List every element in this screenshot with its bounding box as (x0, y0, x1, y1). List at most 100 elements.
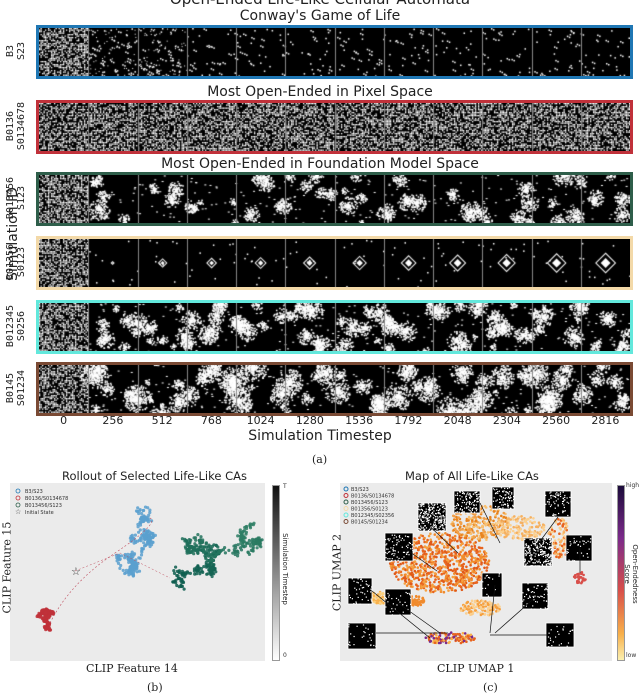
panel-c-xlabel: CLIP UMAP 1 (437, 662, 515, 675)
x-tick: 2816 (591, 414, 620, 427)
x-tick: 256 (102, 414, 124, 427)
ca-thumbnail (417, 502, 447, 533)
rule-label: B0136 S0134678 (5, 99, 27, 153)
ca-thumbnail (347, 577, 373, 606)
x-tick: 0 (60, 414, 68, 427)
rule-birth: B013456 (5, 176, 16, 220)
star-icon: ☆ (15, 508, 21, 516)
panel-c-legend-item: B01356/S0123 (343, 506, 388, 513)
simulation-strip (36, 236, 633, 290)
ca-thumbnail (384, 532, 414, 562)
ca-thumbnail (347, 622, 377, 650)
ca-thumbnail (481, 572, 503, 598)
simulation-frames (39, 239, 630, 287)
panel-b-colorbar-label: Simulation Timestep (281, 533, 289, 605)
panel-c-legend-item: B3/S23 (343, 486, 369, 493)
panel-c-legend-label: B013456/S123 (351, 500, 388, 506)
panel-c-map: B3/S23B0136/S0134678B013456/S123B01356/S… (343, 486, 593, 650)
rule-birth: B0145 (5, 372, 16, 404)
simulation-frames (39, 103, 630, 151)
trajectory (114, 505, 157, 578)
x-tick: 2304 (492, 414, 521, 427)
simulation-frames (39, 365, 630, 413)
x-tick: 512 (151, 414, 173, 427)
thumbnail-connector (534, 516, 559, 549)
simulation-strip (36, 25, 633, 79)
rule-label: B012345 S0256 (5, 299, 27, 353)
thumbnail-connector (397, 602, 441, 634)
panel-b-colorbar-bottom: 0 (283, 652, 287, 659)
figure-title: Open-Ended Life-Like Cellular Automata (0, 0, 640, 8)
simulation-strip (36, 100, 633, 154)
panel-b-plot: B3/S23 B0136/S0134678 B013456/S123 ☆ Initial… (10, 483, 265, 661)
simulation-strip (36, 300, 633, 354)
row-heading: Conway's Game of Life (239, 8, 401, 24)
caption-b-text: (b) (147, 681, 163, 694)
panel-b-legend-item: B013456/S123 (15, 502, 62, 509)
row-heading: Most Open-Ended in Pixel Space (207, 84, 433, 100)
panel-b-legend-item: B3/S23 (15, 488, 43, 495)
ca-thumbnail (384, 588, 412, 616)
panel-c-colorbar-bottom: low (626, 652, 637, 659)
row-heading: Most Open-Ended in Foundation Model Spac… (161, 156, 479, 172)
x-tick: 2048 (443, 414, 472, 427)
simulation-frames (39, 28, 630, 76)
panel-c-colorbar-top: high (626, 482, 640, 489)
panel-c-legend-label: B012345/S02356 (351, 513, 394, 519)
trajectory-path (49, 517, 152, 624)
thumbnail-connector (399, 544, 438, 572)
panel-b-legend-label: B0136/S0134678 (25, 496, 68, 502)
panel-c-title: Map of All Life-Like CAs (405, 469, 539, 483)
thumbnail-connector (371, 590, 431, 639)
trajectory (35, 607, 56, 632)
ca-thumbnail (545, 622, 575, 648)
simulation-frames (39, 175, 630, 223)
x-axis-label: Simulation Timestep (248, 428, 392, 444)
panel-c-colorbar (617, 485, 625, 661)
thumbnail-connector (419, 516, 459, 554)
rule-birth: B0136 (5, 110, 16, 142)
thumbnail-connector (479, 502, 501, 544)
panel-c-colorbar-label: Open-Endedness Score (623, 544, 639, 604)
x-tick: 768 (200, 414, 222, 427)
panel-b-ylabel: CLIP Feature 15 (0, 521, 14, 614)
ca-thumbnail (523, 537, 553, 568)
panel-c-legend-label: B01356/S0123 (351, 507, 388, 513)
x-tick: 1280 (295, 414, 324, 427)
rule-label: B01356 S0123 (5, 235, 27, 289)
rule-survival: S123 (16, 185, 27, 211)
panel-c-ylabel: CLIP UMAP 2 (330, 533, 344, 612)
rule-survival: S23 (16, 41, 27, 61)
rule-survival: S0123 (16, 246, 27, 278)
panel-b-legend-label: B013456/S123 (25, 503, 62, 509)
panel-c-legend-item: B013456/S123 (343, 499, 388, 506)
simulation-strip (36, 172, 633, 226)
ca-thumbnail (491, 486, 515, 511)
simulation-strip (36, 362, 633, 416)
rule-label: B0145 S01234 (5, 361, 27, 415)
ca-thumbnail (544, 490, 572, 518)
trajectory-path (74, 552, 171, 579)
panel-b-legend-label: Initial State (25, 510, 54, 516)
panel-b-legend-label: B3/S23 (25, 489, 43, 495)
panel-c-legend-label: B3/S23 (351, 487, 369, 493)
rule-survival: S0256 (16, 310, 27, 342)
rule-birth: B01356 (5, 243, 16, 281)
x-tick: 1536 (345, 414, 374, 427)
rule-survival: S01234 (16, 369, 27, 407)
ca-thumbnail (521, 582, 549, 610)
rule-label: B3 S23 (5, 24, 27, 78)
panel-b-xlabel: CLIP Feature 14 (86, 662, 178, 675)
thumbnail-connector (489, 584, 496, 634)
panel-b-legend-item: ☆ Initial State (15, 508, 54, 516)
caption-a: (a) (312, 453, 328, 466)
panel-c-legend-label: B0145/S01234 (351, 520, 388, 526)
panel-b-legend-item: B0136/S0134678 (15, 495, 68, 502)
rule-label: B013456 S123 (5, 171, 27, 225)
rule-birth: B3 (5, 44, 16, 58)
rule-survival: S0134678 (16, 101, 27, 151)
trajectory (171, 521, 264, 591)
ca-thumbnail (565, 534, 593, 562)
panel-b-title: Rollout of Selected Life-Like CAs (62, 469, 247, 483)
